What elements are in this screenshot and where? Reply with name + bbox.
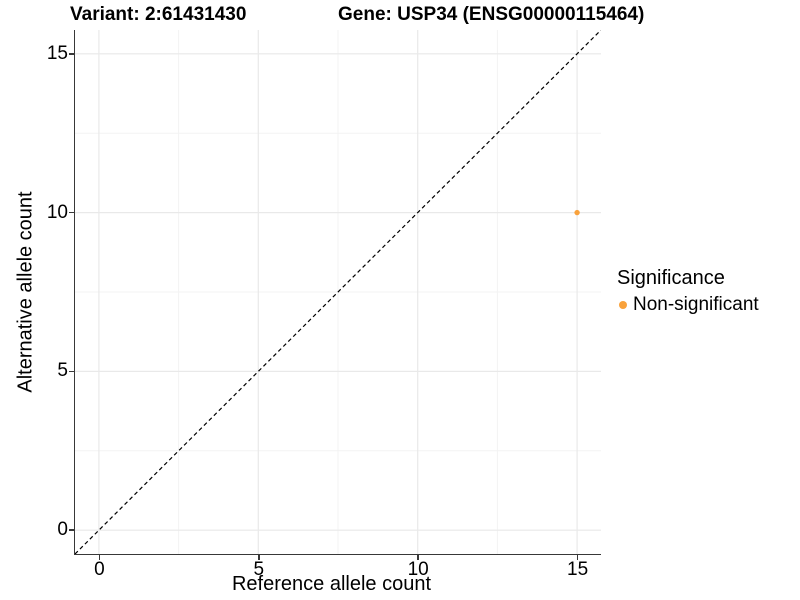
legend-item-label: Non-significant (633, 294, 759, 315)
plot-panel (74, 30, 601, 555)
x-axis-tick (258, 555, 260, 560)
x-axis-tick (98, 555, 101, 560)
data-point (574, 209, 580, 216)
legend-title: Significance (617, 267, 725, 289)
x-tick-label: 0 (94, 559, 105, 580)
y-tick-label: 0 (57, 519, 68, 541)
y-axis-tick (69, 53, 74, 55)
legend: Significance Non-significant (617, 266, 759, 316)
y-axis-tick (69, 211, 74, 214)
y-axis-tick (69, 529, 74, 531)
x-tick-label: 5 (253, 559, 265, 580)
identity-dashed-line (75, 30, 601, 554)
y-tick-label: 5 (57, 360, 68, 382)
x-tick-label: 15 (567, 559, 589, 580)
x-tick-label: 10 (407, 559, 429, 580)
x-axis-tick (417, 555, 419, 560)
x-axis-title: Reference allele count (231, 573, 431, 595)
circle-icon (619, 300, 627, 309)
x-axis-tick (576, 555, 579, 560)
plot-title-gene: Gene: USP34 (ENSG00000115464) (338, 4, 645, 25)
y-tick-label: 10 (46, 201, 68, 223)
legend-item: Non-significant (617, 293, 759, 316)
plot-title-variant: Variant: 2:61431430 (70, 4, 247, 25)
plot-canvas (75, 30, 601, 554)
y-tick-label: 15 (46, 42, 68, 64)
y-axis-tick (69, 370, 74, 373)
